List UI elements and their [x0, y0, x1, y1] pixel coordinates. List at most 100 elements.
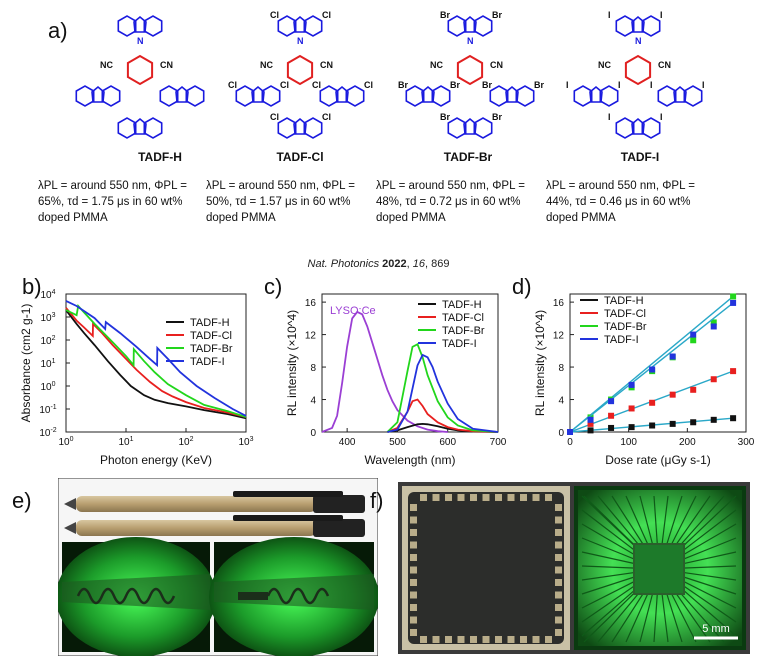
chip-pad: [410, 604, 417, 611]
carbazole-ring-left: [117, 15, 137, 37]
carbazole-ring-center: [293, 15, 307, 33]
carbazole-ring-center: [175, 85, 189, 103]
chip-pad: [457, 494, 465, 501]
xray-lead: [581, 551, 637, 565]
carbazole-ring-right: [473, 15, 493, 37]
nc-label: NC: [100, 60, 113, 70]
data-point-tadf-cl: [690, 386, 697, 393]
halogen-label: Cl: [322, 10, 331, 20]
chip-pad: [495, 636, 502, 643]
halogen-label: I: [660, 112, 663, 122]
y-tick-label: 4: [310, 396, 316, 407]
data-point-tadf-h: [669, 420, 676, 427]
fit-line-tadf-br: [569, 295, 734, 433]
carbazole-ring-right: [143, 15, 163, 37]
x-tick-label: 103: [238, 436, 253, 448]
chip-pad: [410, 504, 417, 511]
series-line-tadf-i: [65, 300, 247, 417]
chip-pad: [545, 636, 552, 643]
molecule-name-tadf-i: TADF-I: [620, 150, 660, 164]
chip-pad: [445, 494, 452, 501]
data-point-tadf-i: [587, 416, 594, 423]
y-tick-label: 102: [40, 335, 55, 347]
chip-pad: [410, 516, 417, 524]
xray-lead: [653, 590, 659, 643]
x-tick-label: 500: [389, 437, 406, 448]
data-point-tadf-i: [628, 381, 635, 388]
xray-lead: [681, 537, 737, 561]
carbazole-ring-center: [91, 85, 105, 103]
xray-lead: [665, 590, 683, 643]
chart-c-legend-label-tadf-br: TADF-Br: [442, 325, 485, 337]
chip-pad: [555, 529, 562, 536]
xray-lead: [673, 495, 711, 548]
chip-pad: [555, 516, 562, 524]
nc-label: NC: [430, 60, 443, 70]
carbazole-ring-right: [303, 117, 323, 139]
series-line-tadf-h: [65, 309, 247, 420]
data-point-tadf-i: [567, 429, 573, 435]
xray-lead: [581, 575, 637, 595]
x-tick-label: 700: [490, 437, 507, 448]
citation: Nat. Photonics 2022, 16, 869: [307, 258, 450, 270]
halogen-label: I: [618, 80, 621, 90]
xray-lead: [597, 495, 642, 548]
xray-lead: [681, 584, 737, 623]
n-label: N: [635, 36, 642, 46]
carbazole-ring-right: [515, 85, 535, 107]
chip-pad: [457, 636, 465, 643]
carbazole-ring-center: [251, 85, 265, 103]
carbazole-ring-left: [75, 85, 95, 107]
carbazole-bottom: Br Br: [440, 112, 502, 139]
carbazole-right: Br Br: [482, 80, 544, 107]
chart-d-legend-label-tadf-h: TADF-H: [604, 295, 644, 307]
data-point-tadf-i: [710, 323, 717, 330]
cn-label: CN: [490, 60, 503, 70]
chip-pad: [555, 541, 562, 549]
carbazole-ring-left: [277, 117, 297, 139]
x-tick-label: 102: [178, 436, 193, 448]
carbazole-left: [75, 85, 121, 107]
carbazole-ring-right: [599, 85, 619, 107]
chip-pad: [507, 494, 515, 501]
carbazole-ring-center: [421, 85, 435, 103]
n-label: N: [297, 36, 304, 46]
xray-lead: [639, 495, 654, 548]
chart-c-legend-label-tadf-cl: TADF-Cl: [442, 312, 484, 324]
xray-image-left: [58, 537, 216, 656]
carbazole-ring-left: [235, 85, 255, 107]
lyso-annotation: LYSO:Ce: [330, 305, 376, 317]
chart-d-legend-label-tadf-cl: TADF-Cl: [604, 308, 646, 320]
halogen-label: Cl: [228, 80, 237, 90]
y-tick-label: 0: [310, 428, 316, 439]
carbazole-left: Cl Cl: [228, 80, 289, 107]
halogen-label: Br: [482, 80, 492, 90]
halogen-label: Br: [492, 112, 502, 122]
chip-pad: [555, 591, 562, 599]
chip-photo: [402, 486, 570, 650]
carbazole-top: [117, 15, 163, 37]
chip-pad: [482, 494, 490, 501]
molecule-props-tadf-i: λPL = around 550 nm, ΦPL = 44%, τd = 0.4…: [546, 180, 695, 224]
chip-pad: [482, 636, 490, 643]
x-axis-label: Dose rate (μGy s-1): [605, 453, 711, 467]
y-tick-label: 16: [305, 298, 317, 309]
carbazole-ring-left: [405, 85, 425, 107]
carbazole-left: Br Br: [398, 80, 460, 107]
xray-lead: [669, 590, 697, 643]
xray-lead: [661, 495, 669, 548]
carbazole-ring-right: [473, 117, 493, 139]
data-point-tadf-i: [690, 331, 697, 338]
xray-lead: [581, 495, 637, 548]
x-tick-label: 600: [439, 437, 456, 448]
chip-pad: [432, 494, 440, 501]
chip-pad: [410, 591, 417, 599]
halogen-label: Br: [492, 10, 502, 20]
xray-lead: [681, 495, 737, 548]
panel-label-c: c): [264, 274, 283, 299]
xray-lead: [681, 588, 737, 637]
halogen-label: I: [660, 10, 663, 20]
xray-lead: [669, 495, 697, 548]
panel-label-b: b): [22, 274, 42, 299]
